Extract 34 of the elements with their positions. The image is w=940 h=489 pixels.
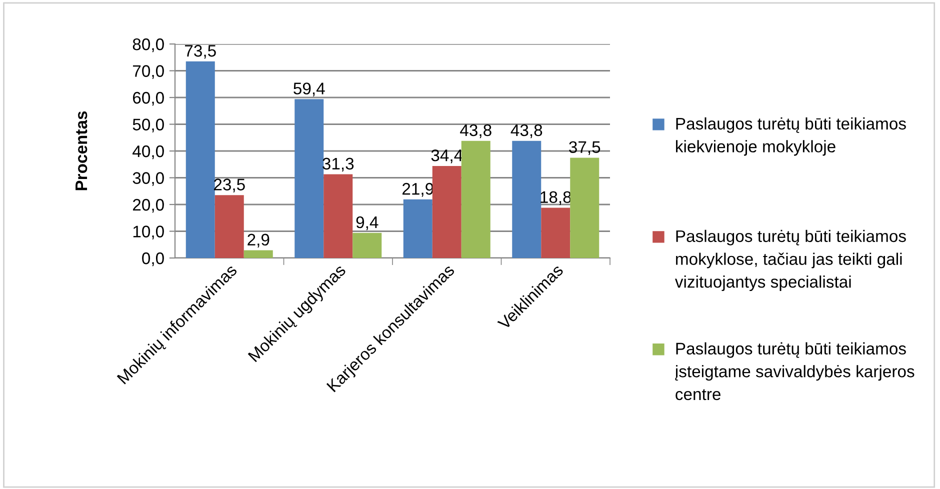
data-label: 2,9 xyxy=(248,234,270,248)
legend-label: Paslaugos turėtų būti teikiamos mokyklose, tačiau jas teikti gali vizituojantys specialistai xyxy=(674,230,906,292)
y-tick-label: 10,0 xyxy=(133,226,164,240)
bar xyxy=(461,140,490,258)
bar xyxy=(570,158,600,258)
bar xyxy=(244,250,273,258)
bar xyxy=(512,140,542,258)
data-label: 43,8 xyxy=(510,124,542,138)
data-label: 43,8 xyxy=(460,124,492,138)
bar xyxy=(294,99,324,258)
legend-label: Paslaugos turėtų būti teikiamos įsteigtame savivaldybės karjeros centre xyxy=(675,342,914,400)
bar xyxy=(186,61,215,258)
y-tick-label: 40,0 xyxy=(132,145,164,160)
y-tick-label: 50,0 xyxy=(132,118,164,132)
bar xyxy=(541,208,570,258)
data-label: 37,5 xyxy=(569,141,600,155)
data-label: 34,4 xyxy=(431,149,463,164)
y-tick-label: 80,0 xyxy=(132,38,164,52)
data-label: 59,4 xyxy=(294,82,325,96)
data-label: 73,5 xyxy=(185,44,216,59)
legend-label: Paslaugos turėtų būti teikiamos kiekvienoje mokykloje xyxy=(676,117,906,156)
bar xyxy=(432,166,462,258)
bar xyxy=(403,199,432,258)
y-tick-label: 20,0 xyxy=(132,198,164,213)
bar xyxy=(214,195,244,258)
y-tick-label: 0,0 xyxy=(142,252,164,266)
y-axis-title: Procentas xyxy=(76,111,88,190)
data-label: 21,9 xyxy=(402,182,434,197)
y-tick-label: 60,0 xyxy=(132,92,164,106)
data-label: 9,4 xyxy=(356,216,378,230)
y-tick-label: 70,0 xyxy=(133,65,164,79)
bar xyxy=(352,232,382,258)
y-tick-label: 30,0 xyxy=(132,172,164,186)
bar xyxy=(324,174,353,258)
